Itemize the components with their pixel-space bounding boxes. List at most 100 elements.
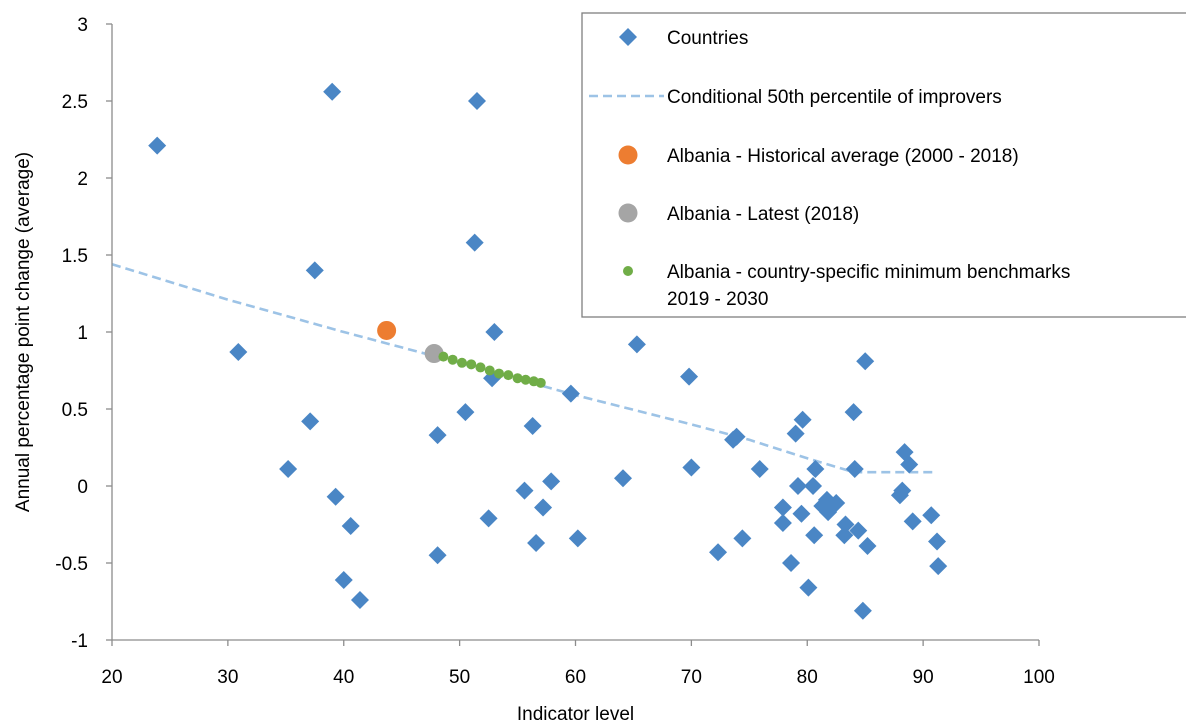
country-point bbox=[515, 481, 534, 500]
legend-circle-icon bbox=[618, 145, 638, 165]
country-point bbox=[568, 529, 587, 548]
country-point bbox=[858, 537, 877, 556]
x-tick-label: 30 bbox=[217, 667, 238, 688]
country-point bbox=[542, 472, 561, 491]
country-point bbox=[279, 460, 298, 479]
albania-benchmark-point bbox=[520, 374, 531, 385]
country-point bbox=[805, 526, 824, 545]
legend-diamond-icon bbox=[619, 28, 637, 46]
x-tick-label: 20 bbox=[101, 667, 122, 688]
axes: 20 30 40 50 60 70 80 90 100 -1 -0.5 0 0.5 1 1.5 2 2.5 3 bbox=[55, 15, 1055, 688]
country-point bbox=[836, 515, 855, 534]
country-point bbox=[782, 554, 801, 572]
legend-label: 2019 - 2030 bbox=[667, 289, 768, 310]
albania-benchmark-point bbox=[503, 370, 514, 381]
albania-benchmark-point bbox=[475, 362, 486, 373]
country-point bbox=[326, 487, 345, 506]
country-point bbox=[682, 458, 701, 477]
country-point bbox=[750, 460, 769, 479]
y-tick-label: 0 bbox=[77, 477, 88, 498]
legend-box bbox=[581, 12, 1186, 318]
country-point bbox=[827, 493, 846, 512]
legend-label: Countries bbox=[667, 28, 748, 49]
country-point bbox=[835, 526, 854, 545]
country-point bbox=[849, 521, 868, 540]
country-point bbox=[792, 504, 811, 523]
country-point bbox=[301, 412, 320, 431]
plot-area bbox=[111, 82, 948, 620]
albania-benchmark-point bbox=[438, 351, 449, 362]
country-point bbox=[900, 455, 919, 474]
country-point bbox=[893, 481, 912, 500]
x-axis-title: Indicator level bbox=[517, 704, 634, 725]
albania-benchmark-point bbox=[484, 365, 495, 376]
x-tick-label: 80 bbox=[797, 667, 818, 688]
y-tick-label: 2.5 bbox=[62, 92, 88, 113]
legend-label: Conditional 50th percentile of improvers bbox=[667, 87, 1002, 108]
country-point bbox=[856, 352, 875, 371]
country-point bbox=[305, 261, 324, 280]
country-point bbox=[845, 460, 864, 479]
x-tick-label: 40 bbox=[333, 667, 354, 688]
country-point bbox=[788, 477, 807, 495]
albania-benchmark-point bbox=[456, 357, 467, 368]
country-point bbox=[465, 233, 484, 252]
country-point bbox=[527, 533, 546, 552]
country-point bbox=[350, 590, 369, 609]
y-tick-label: -1 bbox=[71, 631, 88, 652]
country-point bbox=[853, 601, 872, 620]
country-point bbox=[534, 498, 553, 517]
country-point bbox=[922, 506, 941, 525]
country-point bbox=[786, 424, 805, 443]
country-point bbox=[844, 403, 863, 422]
country-point bbox=[709, 543, 728, 562]
country-point bbox=[468, 92, 487, 110]
country-point bbox=[229, 343, 248, 362]
legend-small-circle-icon bbox=[623, 266, 633, 276]
x-tick-label: 100 bbox=[1023, 667, 1055, 688]
country-point bbox=[428, 546, 447, 565]
y-tick-label: 1 bbox=[77, 323, 88, 344]
country-point bbox=[793, 410, 812, 429]
x-tick-label: 90 bbox=[913, 667, 934, 688]
country-point bbox=[614, 469, 633, 488]
country-point bbox=[341, 517, 360, 536]
country-point bbox=[806, 460, 825, 479]
country-point bbox=[773, 498, 792, 517]
albania-benchmark-point bbox=[447, 354, 458, 365]
y-tick-label: 2 bbox=[77, 169, 88, 190]
country-point bbox=[799, 578, 818, 597]
country-point bbox=[680, 367, 699, 386]
x-tick-label: 70 bbox=[681, 667, 702, 688]
percentile-line bbox=[111, 262, 935, 474]
country-point bbox=[523, 416, 542, 435]
y-tick-label: -0.5 bbox=[55, 554, 88, 575]
country-point bbox=[479, 509, 498, 528]
y-tick-label: 3 bbox=[77, 15, 88, 36]
country-point bbox=[727, 427, 746, 446]
y-tick-label: 0.5 bbox=[62, 400, 88, 421]
legend-label: Albania - country-specific minimum bench… bbox=[667, 262, 1070, 283]
country-point bbox=[804, 477, 823, 495]
country-point bbox=[561, 384, 580, 403]
legend-circle-icon bbox=[618, 203, 638, 223]
country-point bbox=[485, 323, 504, 341]
country-point bbox=[428, 426, 447, 445]
country-point bbox=[148, 136, 167, 155]
country-point bbox=[773, 513, 792, 532]
country-point bbox=[334, 570, 353, 589]
country-point bbox=[928, 532, 947, 551]
y-tick-label: 1.5 bbox=[62, 246, 88, 267]
albania-benchmark-point bbox=[512, 373, 523, 384]
country-point bbox=[903, 512, 922, 531]
albania-benchmark-point bbox=[466, 359, 477, 370]
country-point bbox=[323, 82, 342, 101]
albania-historical-point bbox=[377, 320, 397, 340]
country-point bbox=[733, 529, 752, 548]
y-axis-title: Annual percentage point change (average) bbox=[13, 152, 34, 512]
x-tick-label: 50 bbox=[449, 667, 470, 688]
country-point bbox=[627, 335, 646, 354]
legend-label: Albania - Historical average (2000 - 201… bbox=[667, 146, 1019, 167]
country-point bbox=[456, 403, 475, 422]
